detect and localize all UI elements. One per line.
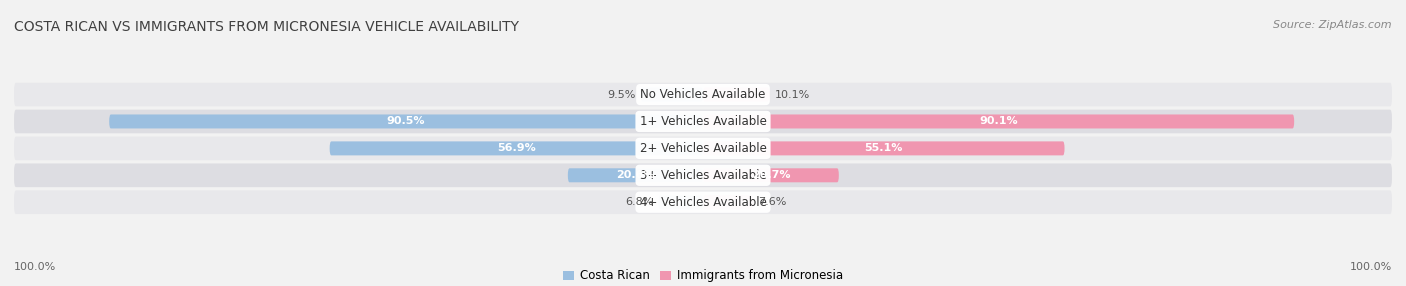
Text: 20.6%: 20.6% <box>616 170 655 180</box>
FancyBboxPatch shape <box>703 195 752 209</box>
Text: 90.1%: 90.1% <box>979 116 1018 126</box>
FancyBboxPatch shape <box>703 168 839 182</box>
FancyBboxPatch shape <box>14 190 1392 214</box>
Text: 4+ Vehicles Available: 4+ Vehicles Available <box>640 196 766 209</box>
FancyBboxPatch shape <box>14 110 1392 133</box>
Text: 9.5%: 9.5% <box>607 90 636 100</box>
FancyBboxPatch shape <box>703 114 1294 128</box>
FancyBboxPatch shape <box>658 195 703 209</box>
FancyBboxPatch shape <box>14 164 1392 187</box>
FancyBboxPatch shape <box>110 114 703 128</box>
Text: 2+ Vehicles Available: 2+ Vehicles Available <box>640 142 766 155</box>
Text: 100.0%: 100.0% <box>1350 262 1392 272</box>
FancyBboxPatch shape <box>14 83 1392 106</box>
Text: 90.5%: 90.5% <box>387 116 426 126</box>
FancyBboxPatch shape <box>568 168 703 182</box>
FancyBboxPatch shape <box>703 88 769 102</box>
FancyBboxPatch shape <box>329 141 703 155</box>
Text: 55.1%: 55.1% <box>865 143 903 153</box>
Text: 56.9%: 56.9% <box>496 143 536 153</box>
Legend: Costa Rican, Immigrants from Micronesia: Costa Rican, Immigrants from Micronesia <box>558 265 848 286</box>
Text: 6.8%: 6.8% <box>624 197 654 207</box>
FancyBboxPatch shape <box>703 141 1064 155</box>
Text: Source: ZipAtlas.com: Source: ZipAtlas.com <box>1274 20 1392 30</box>
Text: No Vehicles Available: No Vehicles Available <box>640 88 766 101</box>
Text: 7.6%: 7.6% <box>758 197 786 207</box>
Text: 10.1%: 10.1% <box>775 90 810 100</box>
Text: 1+ Vehicles Available: 1+ Vehicles Available <box>640 115 766 128</box>
FancyBboxPatch shape <box>14 136 1392 160</box>
Text: 100.0%: 100.0% <box>14 262 56 272</box>
Text: 3+ Vehicles Available: 3+ Vehicles Available <box>640 169 766 182</box>
Text: 20.7%: 20.7% <box>752 170 790 180</box>
FancyBboxPatch shape <box>641 88 703 102</box>
Text: COSTA RICAN VS IMMIGRANTS FROM MICRONESIA VEHICLE AVAILABILITY: COSTA RICAN VS IMMIGRANTS FROM MICRONESI… <box>14 20 519 34</box>
